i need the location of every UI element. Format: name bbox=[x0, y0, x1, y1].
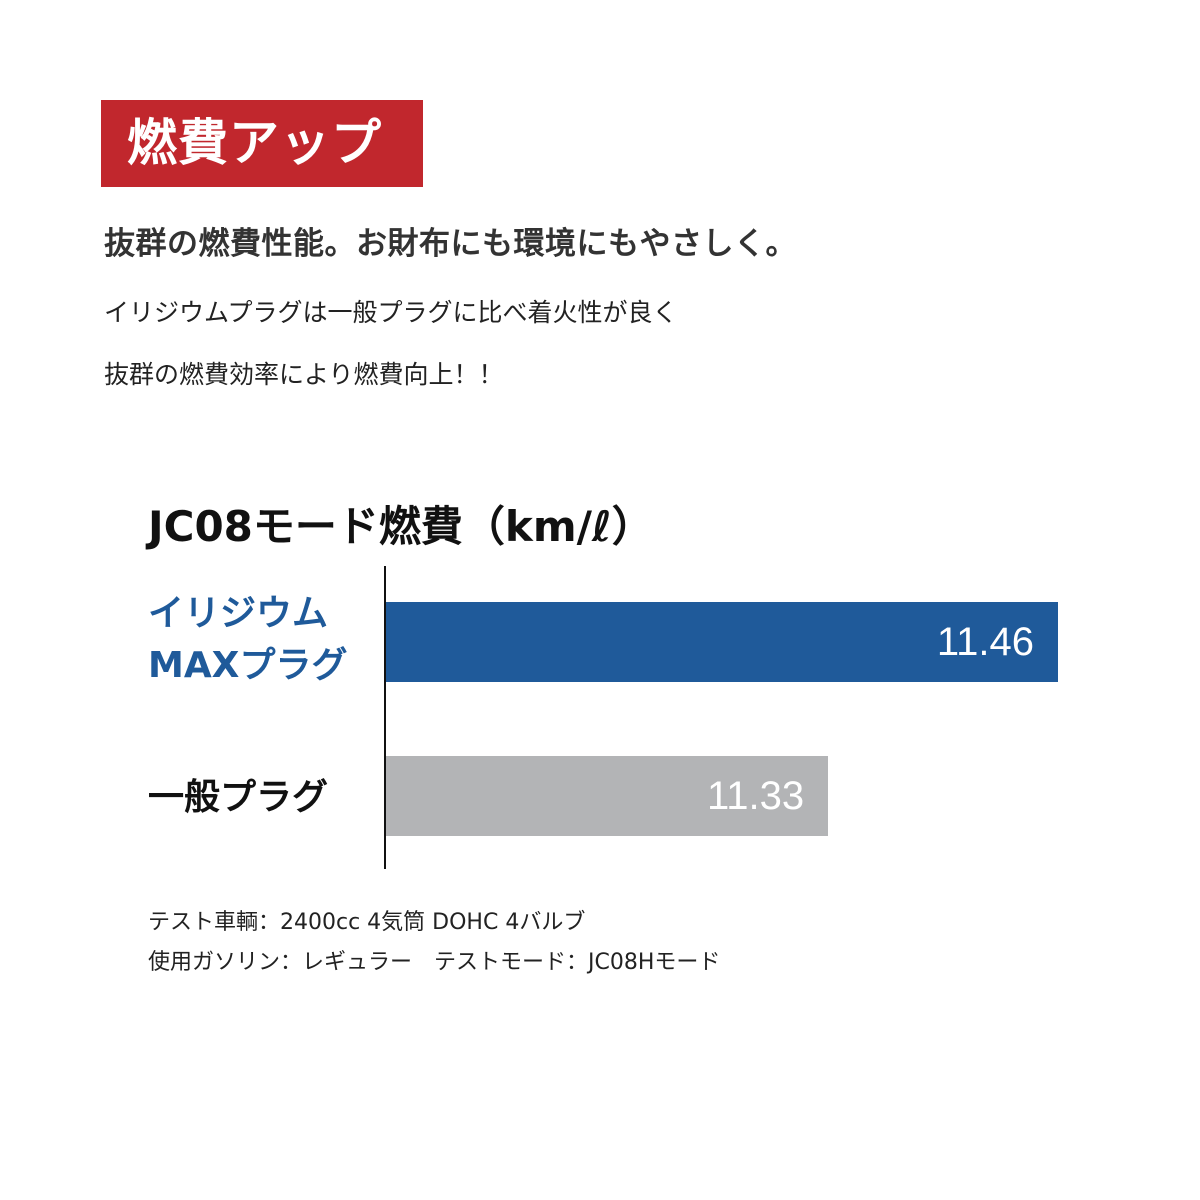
category-label-line: イリジウム bbox=[148, 593, 329, 634]
section-badge: 燃費アップ bbox=[101, 100, 423, 187]
category-label-standard: 一般プラグ bbox=[148, 772, 328, 824]
category-label-line: 一般プラグ bbox=[148, 777, 329, 818]
chart-axis-line bbox=[384, 566, 386, 869]
chart-title: JC08モード燃費（km/ℓ） bbox=[148, 502, 654, 551]
test-conditions-note: 使用ガソリン：レギュラー テストモード：JC08Hモード bbox=[148, 950, 721, 975]
data-label: 11.33 bbox=[706, 774, 805, 818]
category-label-iridium: イリジウム MAXプラグ bbox=[148, 588, 347, 692]
body-text-line-1: イリジウムプラグは一般プラグに比べ着火性が良く bbox=[104, 298, 678, 327]
bar-standard: 11.33 bbox=[386, 756, 829, 836]
bar-iridium: 11.46 bbox=[386, 602, 1058, 682]
data-label: 11.46 bbox=[936, 620, 1034, 664]
test-vehicle-note: テスト車輌：2400cc 4気筒 DOHC 4バルブ bbox=[148, 910, 586, 935]
headline: 抜群の燃費性能。お財布にも環境にもやさしく。 bbox=[104, 226, 797, 262]
body-text-line-2: 抜群の燃費効率により燃費向上！！ bbox=[104, 360, 504, 389]
category-label-line: MAXプラグ bbox=[148, 645, 348, 687]
